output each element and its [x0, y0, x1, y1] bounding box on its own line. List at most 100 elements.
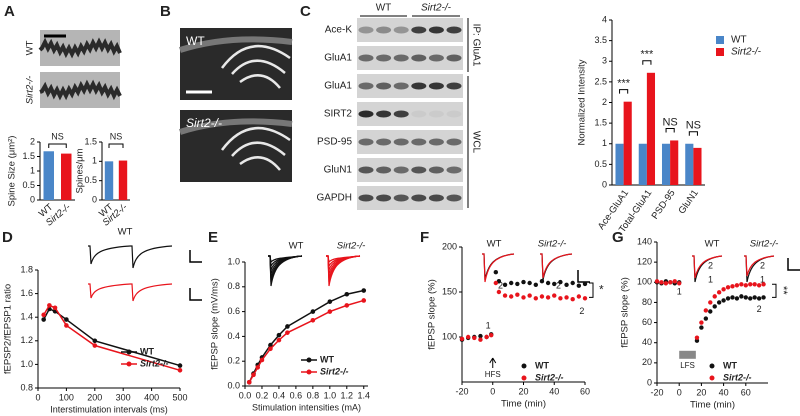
inset-label: WT [487, 239, 502, 250]
y-tick-label: 1.2 [20, 335, 33, 345]
legend-marker [126, 361, 132, 367]
panel-letter: C [300, 3, 311, 20]
data-point [694, 338, 700, 343]
blot-band [358, 110, 374, 118]
image-label: Sirt2-/- [25, 76, 36, 105]
inset-label: 2 [498, 280, 503, 290]
blot-band [393, 166, 409, 174]
y-tick-label: 3.5 [594, 35, 607, 45]
y-tick-label: 1.0 [227, 256, 240, 266]
bracket [48, 143, 67, 148]
blot-band [358, 26, 374, 34]
bracket [665, 127, 675, 133]
x-tick-label: 0.8 [307, 390, 320, 400]
y-tick-label: 2.5 [594, 76, 607, 86]
y-axis-label: fEPSP slope (%) [427, 279, 438, 350]
data-point [255, 365, 261, 370]
legend-label: Sirt2-/- [535, 372, 564, 382]
data-point [558, 296, 563, 301]
blot-band [393, 82, 409, 90]
trace [744, 255, 775, 277]
series-line [43, 307, 181, 367]
y-tick-label: 1.0 [20, 359, 33, 369]
data-point [564, 295, 569, 300]
blot-band [358, 138, 374, 146]
data-point [539, 294, 545, 299]
data-point [725, 285, 731, 290]
x-tick-label: 0 [490, 386, 495, 396]
y-tick-label: 40 [642, 337, 652, 347]
inset-label: Sirt2-/- [750, 239, 779, 250]
trace [88, 245, 173, 269]
data-point [752, 282, 757, 287]
data-point [708, 300, 713, 305]
data-point [92, 343, 98, 348]
panel-letter: G [612, 229, 624, 246]
data-point [285, 330, 290, 335]
data-point [251, 372, 256, 378]
data-point [748, 296, 753, 301]
data-point [489, 333, 494, 338]
data-point [478, 337, 483, 342]
blot-strip [357, 74, 463, 98]
x-tick-label: 20 [518, 386, 528, 396]
legend-label: Sirt2-/- [320, 366, 349, 376]
x-tick-label: 60 [741, 387, 751, 397]
bar [661, 143, 671, 185]
bar [638, 143, 647, 185]
data-point [739, 282, 744, 287]
trace [268, 255, 303, 287]
dendrite [39, 79, 122, 101]
blot-band [393, 194, 409, 202]
y-tick-label: 0.5 [84, 175, 97, 185]
data-point [92, 338, 98, 344]
x-tick-label: 40 [719, 387, 729, 397]
blot-strip [357, 130, 463, 154]
scale-bar [189, 250, 202, 263]
data-point [716, 300, 722, 305]
x-tick-label: 20 [696, 387, 706, 397]
scale-bar [787, 258, 800, 271]
y-tick-label: 80 [642, 297, 652, 307]
data-point [721, 298, 726, 303]
data-point [344, 291, 350, 297]
data-point [659, 280, 664, 285]
blot-band [446, 82, 462, 90]
data-point [310, 309, 316, 314]
data-point [478, 333, 483, 339]
blot-band [376, 82, 392, 90]
y-tick-label: 100 [442, 331, 457, 341]
blot-side-label: WCL [470, 131, 481, 154]
data-point [521, 279, 526, 285]
blot-band [376, 194, 392, 202]
data-point [459, 336, 465, 341]
data-point [654, 279, 660, 284]
y-tick-label: 0 [602, 179, 607, 189]
bar [685, 143, 694, 185]
blot-band [428, 82, 444, 90]
x-tick-label: 500 [172, 392, 187, 402]
x-axis-label: Stimulation intensities (mA) [252, 402, 361, 412]
data-point [743, 295, 748, 300]
y-tick-label: 2 [30, 136, 35, 146]
annotation: *** [617, 78, 631, 90]
dendrite [38, 37, 122, 59]
blot-band [358, 82, 374, 90]
legend-marker [709, 375, 715, 381]
x-tick-label: PSD-95 [650, 188, 678, 222]
data-point [570, 280, 575, 286]
blot-band [376, 138, 392, 146]
data-point [361, 298, 367, 303]
blot-band [411, 82, 427, 90]
legend-label: WT [731, 35, 747, 46]
data-point [502, 293, 508, 298]
data-point [694, 335, 700, 340]
data-point [708, 309, 713, 314]
y-tick-label: 0.6 [227, 306, 240, 316]
annotation: *** [640, 49, 654, 61]
data-point [259, 357, 265, 363]
inset-label: WT [289, 241, 304, 252]
legend-label: Sirt2-/- [140, 358, 169, 368]
y-tick-label: 0 [647, 377, 652, 387]
